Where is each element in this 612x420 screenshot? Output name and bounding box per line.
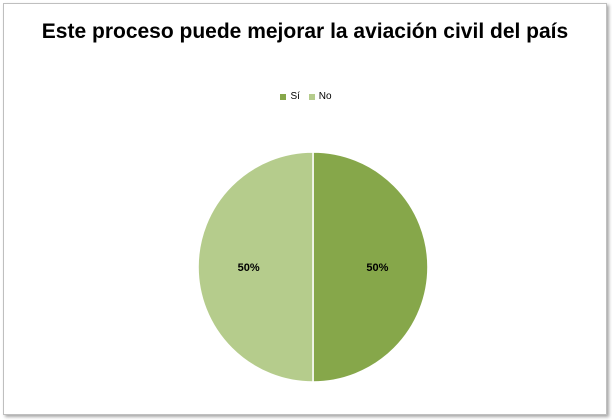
data-label-no: 50% (238, 262, 260, 274)
legend-label-no: No (318, 91, 332, 102)
chart-legend: Sí No (0, 91, 612, 103)
pie-slice-no (197, 151, 314, 383)
legend-swatch-no (308, 93, 315, 100)
legend-swatch-si (280, 93, 287, 100)
legend-item-no: No (308, 91, 332, 102)
legend-label-si: Sí (290, 91, 300, 102)
pie-slices (197, 151, 429, 383)
data-label-si: 50% (366, 262, 388, 274)
legend-item-si: Sí (280, 91, 300, 102)
chart-title: Este proceso puede mejorar la aviación c… (41, 20, 569, 43)
pie-data-labels: 50% 50% (238, 262, 389, 274)
pie-slice-si (312, 151, 429, 383)
